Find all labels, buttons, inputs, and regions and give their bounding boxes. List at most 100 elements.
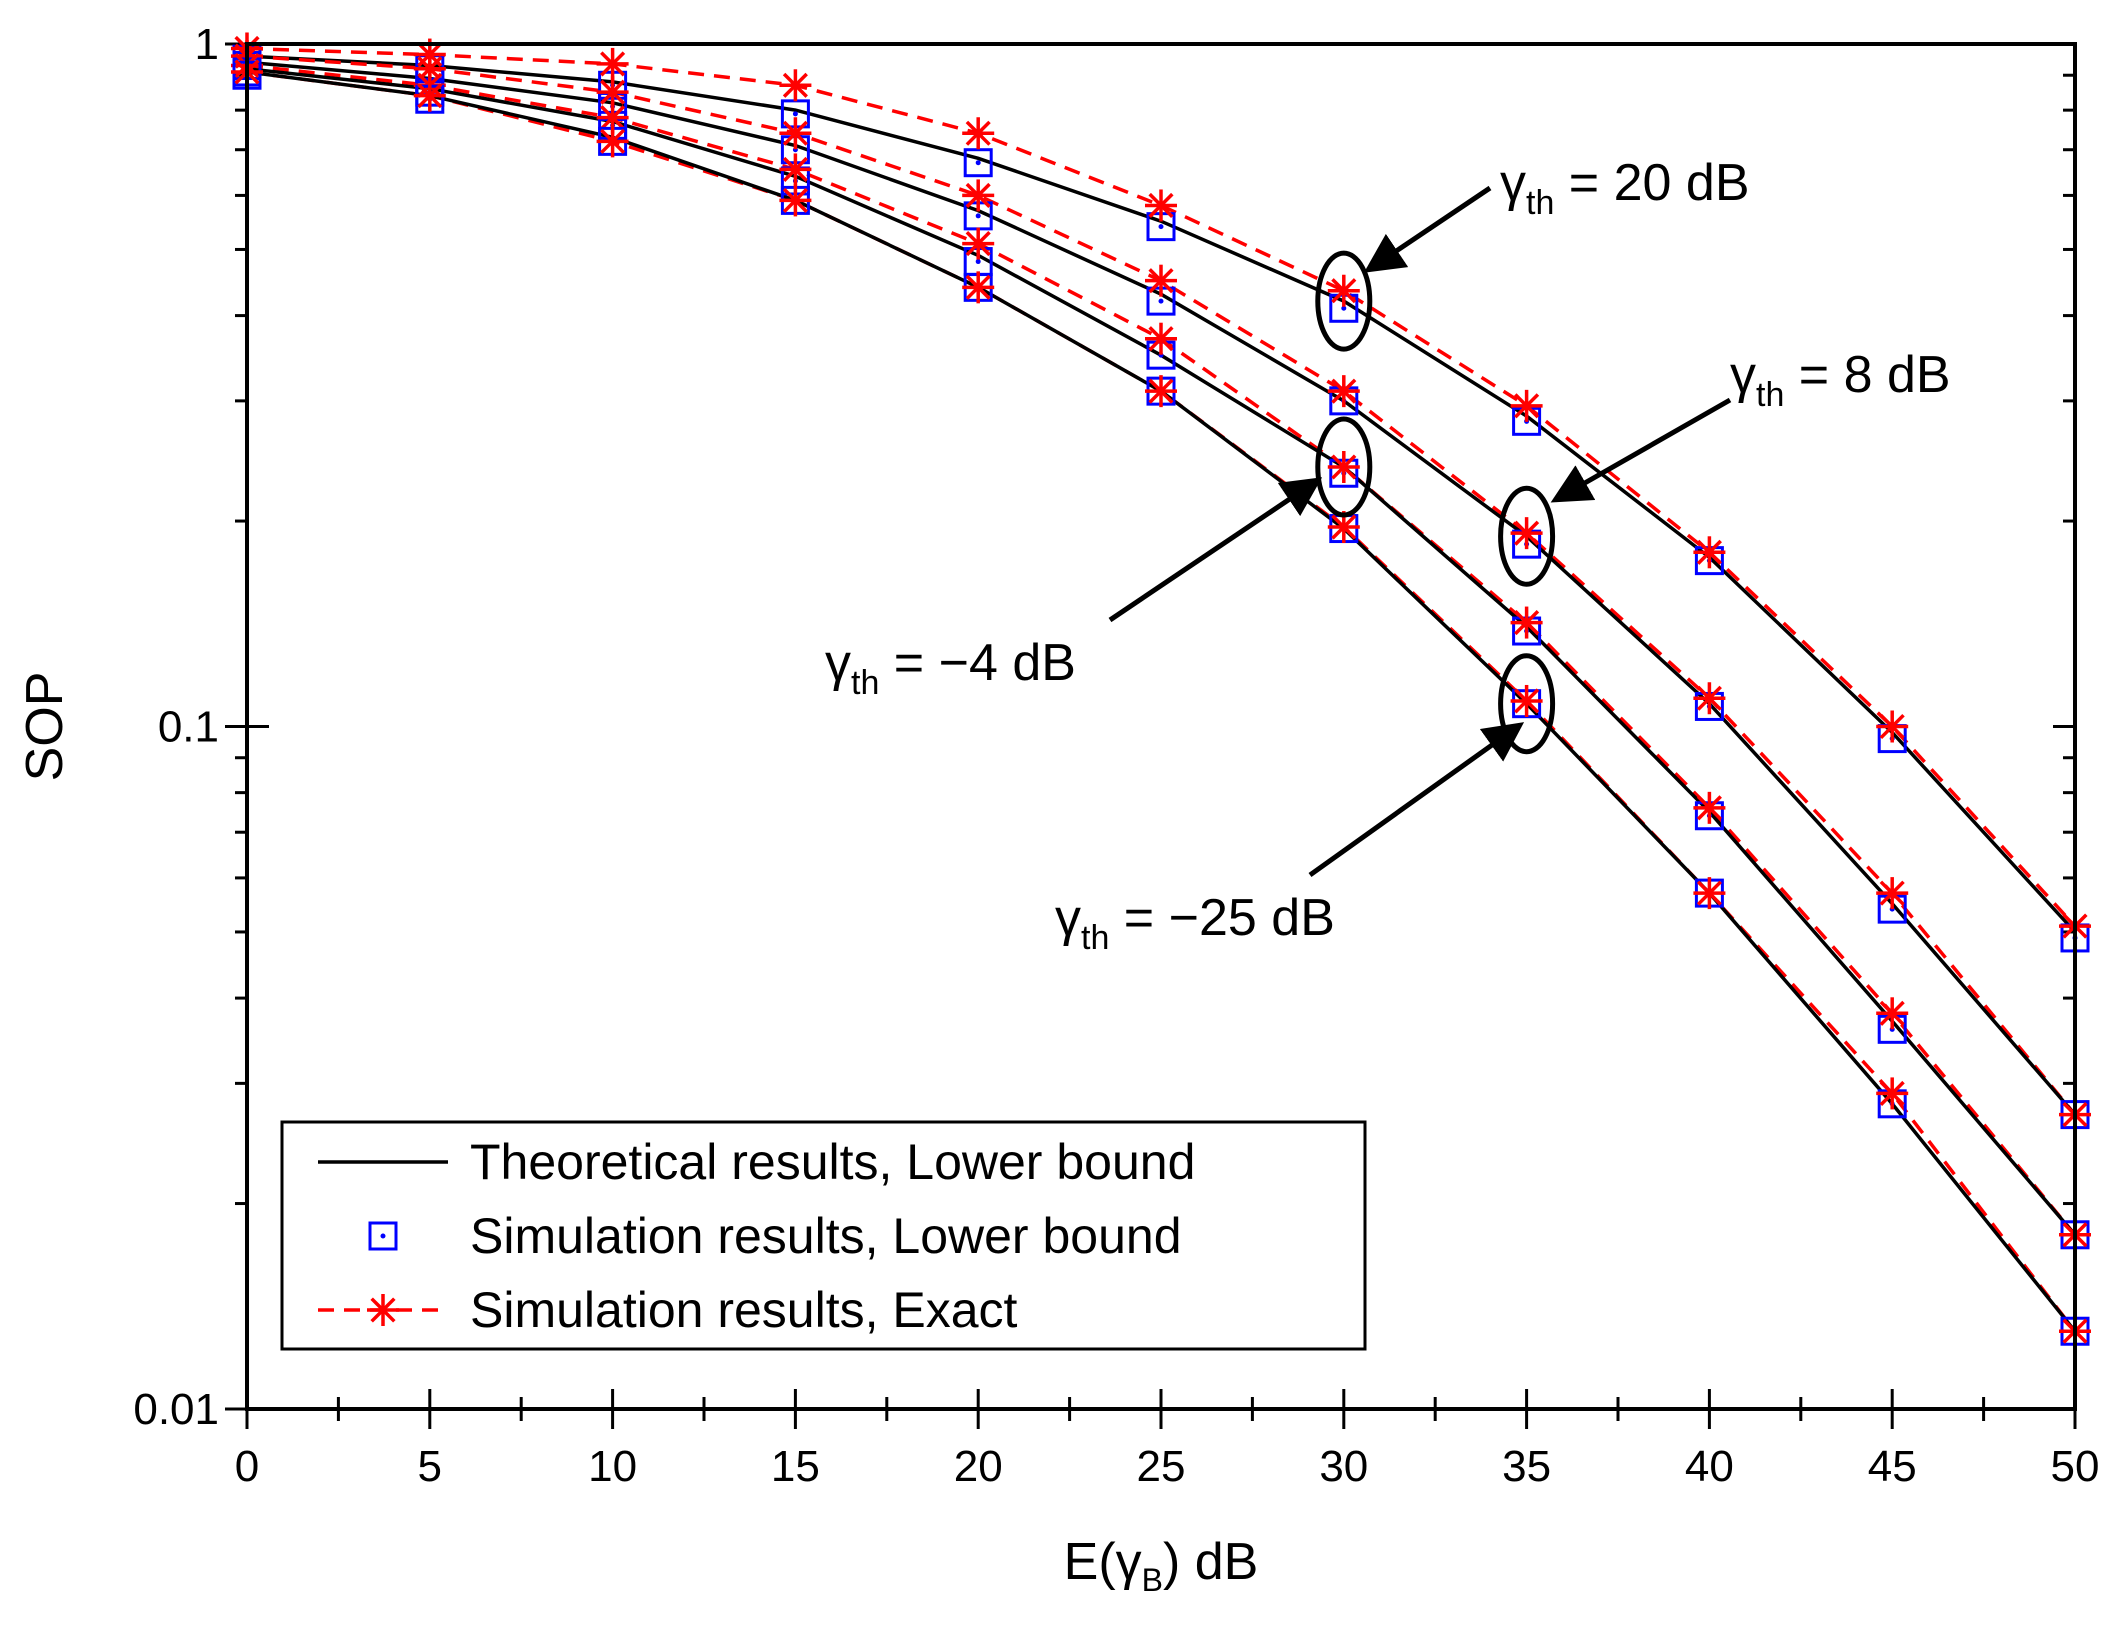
exact-marker-stroke: [1879, 1080, 1905, 1106]
annotation-ellipse: [1498, 485, 1556, 587]
annotation-label: γth = 8 dB: [1730, 346, 1951, 414]
exact-marker-stroke: [782, 187, 808, 213]
exact-marker: [1510, 606, 1543, 639]
exact-marker: [779, 69, 812, 102]
theory-line: [246, 54, 2077, 934]
exact-marker-stroke: [1879, 713, 1905, 740]
exact-marker: [1145, 375, 1177, 408]
exact-marker: [1876, 877, 1909, 910]
exact-marker-stroke: [1696, 539, 1722, 565]
annotation-arrow: [1363, 185, 1492, 273]
exact-marker: [962, 179, 995, 212]
simulation-marker-dot: [1158, 224, 1164, 230]
exact-marker-stroke: [600, 79, 626, 105]
x-tick-label: 0: [235, 1442, 259, 1491]
exact-marker: [1693, 877, 1726, 910]
x-tick-label: 35: [1502, 1442, 1551, 1491]
exact-marker-stroke: [1696, 795, 1722, 821]
exact-marker: [1327, 375, 1360, 408]
exact-marker-stroke: [417, 83, 443, 109]
exact-marker-stroke: [782, 156, 808, 182]
x-axis-label-symbol: γ: [1116, 1533, 1142, 1591]
simulation-marker: [963, 148, 993, 178]
exact-marker: [413, 79, 446, 112]
exact-marker: [1876, 997, 1909, 1030]
annotation-arrow: [1308, 722, 1525, 878]
annotation-symbol: γ: [1500, 154, 1526, 212]
exact-marker-stroke: [965, 231, 991, 257]
simulation-marker-dot: [975, 160, 981, 166]
exact-marker: [1327, 274, 1360, 307]
exact-marker: [1510, 517, 1543, 550]
simulation-marker-dot: [1158, 298, 1164, 304]
plot-frame: [245, 42, 2077, 1411]
exact-marker-stroke: [1331, 454, 1357, 480]
annotation-arrow: [1550, 397, 1732, 503]
exact-marker-stroke: [1696, 685, 1722, 711]
y-tick-label: 0.01: [133, 1385, 219, 1434]
exact-marker-stroke: [370, 1297, 396, 1323]
simulation-marker-dot: [380, 1233, 386, 1239]
annotation-subscript: th: [1756, 376, 1784, 414]
exact-marker-stroke: [1696, 880, 1722, 906]
simulation-marker: [368, 1221, 398, 1251]
annotation-subscript: th: [851, 664, 879, 702]
exact-marker: [779, 184, 812, 217]
exact-marker-stroke: [1879, 880, 1905, 906]
x-axis-label-subscript: B: [1142, 1562, 1163, 1598]
exact-marker-stroke: [600, 128, 626, 154]
exact-marker-stroke: [965, 182, 991, 208]
x-tick-label: 15: [771, 1442, 820, 1491]
exact-marker: [1327, 511, 1360, 544]
exact-marker-stroke: [1514, 393, 1540, 419]
tick-labels: 0 5 10 15 20 25 30 35 40 45 50 0.01 0.1 1: [133, 20, 2099, 1491]
x-tick-label: 10: [588, 1442, 637, 1491]
exact-marker: [1145, 189, 1177, 222]
legend-label: Simulation results, Exact: [470, 1282, 1018, 1338]
x-tick-label: 50: [2051, 1442, 2100, 1491]
x-tick-label: 45: [1868, 1442, 1917, 1491]
x-tick-label: 5: [418, 1442, 442, 1491]
exact-marker-stroke: [782, 72, 808, 98]
exact-marker-stroke: [1331, 378, 1357, 404]
legend-label: Theoretical results, Lower bound: [470, 1134, 1195, 1190]
exact-marker: [367, 1294, 399, 1326]
theory-line: [246, 66, 2077, 1236]
exact-marker-stroke: [1148, 268, 1174, 294]
exact-marker: [1876, 710, 1909, 743]
y-tick-label: 1: [195, 20, 219, 69]
exact-line: [246, 46, 2077, 928]
annotation-value: = 8 dB: [1784, 346, 1950, 404]
simulation-marker-dot: [792, 111, 798, 117]
annotation-subscript: th: [1526, 184, 1554, 222]
exact-marker: [962, 271, 995, 304]
exact-marker-stroke: [1514, 688, 1540, 714]
x-tick-label: 25: [1137, 1442, 1186, 1491]
legend: Theoretical results, Lower bound Simulati…: [280, 1120, 1367, 1351]
y-tick-label: 0.1: [158, 703, 219, 752]
legend-label: Simulation results, Lower bound: [470, 1208, 1182, 1264]
exact-marker: [779, 153, 812, 186]
annotation-label: γth = −4 dB: [825, 634, 1076, 702]
annotation-arrow: [1108, 477, 1323, 623]
x-tick-label: 30: [1319, 1442, 1368, 1491]
exact-marker-stroke: [965, 120, 991, 146]
annotation-symbol: γ: [1055, 889, 1081, 947]
exact-marker: [1693, 791, 1726, 824]
annotation-value: = 20 dB: [1554, 154, 1749, 212]
exact-marker: [779, 117, 812, 150]
exact-marker-stroke: [965, 274, 991, 300]
annotation-ellipse: [1315, 250, 1373, 352]
simulation-marker-dot: [1341, 305, 1347, 311]
exact-marker: [1145, 264, 1177, 297]
exact-marker-stroke: [1879, 1000, 1905, 1026]
exact-marker: [962, 117, 995, 150]
simulation-marker-dot: [975, 213, 981, 219]
annotation-value: = −4 dB: [879, 634, 1076, 692]
annotation-subscript: th: [1081, 919, 1109, 957]
x-tick-label: 20: [954, 1442, 1003, 1491]
exact-marker: [1510, 389, 1543, 422]
annotation-label: γth = 20 dB: [1500, 154, 1750, 222]
